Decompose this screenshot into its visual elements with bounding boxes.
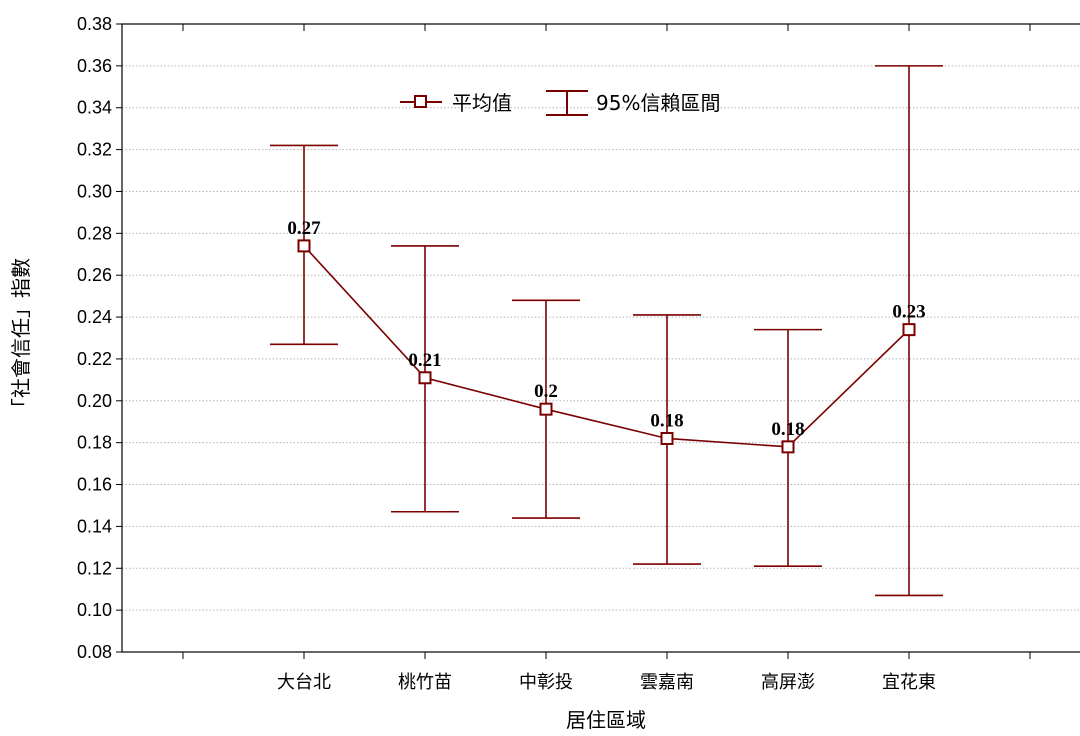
- x-tick-label: 雲嘉南: [640, 672, 694, 693]
- data-label: 0.23: [892, 302, 925, 323]
- plot-frame: [121, 23, 1080, 653]
- y-axis: 0.08 0.10 0.12 0.14 0.16 0.18 0.20 0.22 0.24 0.26…: [77, 14, 122, 662]
- grid: [122, 65, 1080, 611]
- x-tick-label: 中彰投: [519, 672, 573, 693]
- x-tick-label: 桃竹苗: [398, 672, 452, 693]
- error-bars: [270, 65, 943, 597]
- legend-mean-marker: [414, 95, 427, 108]
- y-tick-label: 0.16: [77, 475, 112, 495]
- mean-marker: [297, 239, 311, 253]
- mean-marker: [539, 402, 553, 416]
- x-tick-label: 宜花東: [882, 672, 936, 693]
- mean-line: [303, 245, 910, 448]
- y-tick-label: 0.08: [77, 642, 112, 662]
- data-labels: 0.27 0.21 0.2 0.18 0.18 0.23: [287, 218, 925, 440]
- y-tick-label: 0.10: [77, 600, 112, 620]
- mean-marker: [660, 431, 674, 445]
- y-tick-label: 0.26: [77, 265, 112, 285]
- legend-mean-label: 平均值: [452, 91, 512, 115]
- y-tick-label: 0.28: [77, 223, 112, 243]
- y-axis-title: 「社會信任」指數: [9, 258, 33, 418]
- y-tick-label: 0.32: [77, 140, 112, 160]
- data-label: 0.18: [650, 410, 683, 431]
- y-tick-label: 0.34: [77, 98, 112, 118]
- y-tick-label: 0.30: [77, 181, 112, 201]
- mean-marker: [781, 440, 795, 454]
- x-axis: 大台北 桃竹苗 中彰投 雲嘉南 高屏澎 宜花東: [182, 24, 1031, 693]
- mean-marker: [902, 323, 916, 337]
- legend-ci-label: 95%信賴區間: [596, 91, 720, 115]
- y-tick-label: 0.14: [77, 516, 112, 536]
- y-tick-label: 0.20: [77, 391, 112, 411]
- x-tick-label: 高屏澎: [761, 672, 815, 693]
- y-tick-label: 0.18: [77, 433, 112, 453]
- y-tick-label: 0.24: [77, 307, 112, 327]
- legend: 平均值 95%信賴區間: [400, 90, 720, 116]
- data-label: 0.21: [408, 350, 441, 371]
- y-tick-label: 0.38: [77, 14, 112, 34]
- mean-marker: [418, 371, 432, 385]
- data-label: 0.27: [287, 218, 321, 239]
- y-tick-label: 0.22: [77, 349, 112, 369]
- y-tick-label: 0.36: [77, 56, 112, 76]
- data-label: 0.2: [534, 381, 558, 402]
- mean-series: [297, 239, 916, 454]
- data-label: 0.18: [771, 419, 804, 440]
- y-tick-label: 0.12: [77, 558, 112, 578]
- x-axis-title: 居住區域: [566, 708, 646, 732]
- x-tick-label: 大台北: [277, 672, 331, 693]
